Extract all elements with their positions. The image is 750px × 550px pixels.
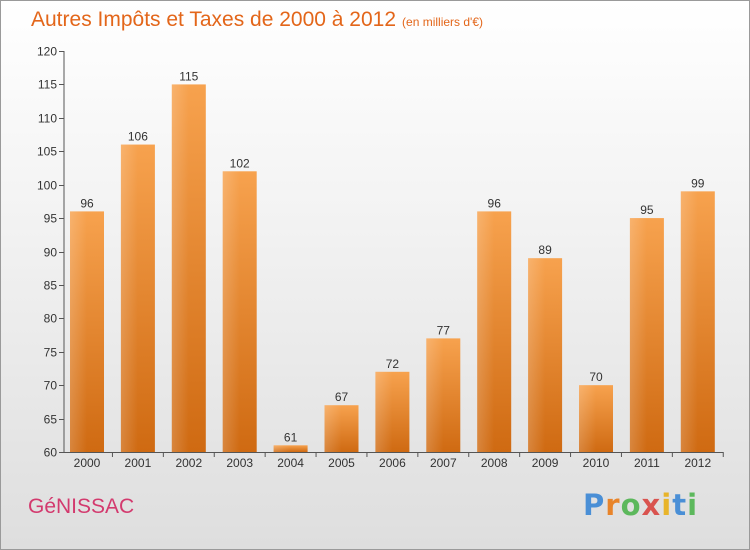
x-tick-label: 2002 bbox=[175, 456, 202, 470]
data-label: 115 bbox=[179, 69, 198, 83]
y-tick-label: 85 bbox=[44, 279, 58, 293]
x-tick-label: 2011 bbox=[634, 456, 660, 470]
x-tick-label: 2005 bbox=[328, 456, 355, 470]
commune-name: GéNISSAC bbox=[28, 495, 135, 518]
logo-letter: i bbox=[661, 488, 673, 522]
bar-highlight bbox=[171, 84, 189, 453]
chart-unit: (en milliers d'€) bbox=[402, 15, 484, 29]
data-label: 102 bbox=[230, 156, 250, 170]
x-tick-label: 2001 bbox=[125, 456, 152, 470]
logo-letter: i bbox=[687, 488, 699, 522]
bar-highlight bbox=[273, 445, 291, 452]
logo-letter: o bbox=[620, 488, 642, 522]
x-tick-label: 2008 bbox=[481, 456, 508, 470]
x-tick-label: 2003 bbox=[226, 456, 253, 470]
bar-highlight bbox=[426, 338, 444, 452]
data-label: 61 bbox=[284, 430, 298, 444]
y-tick-label: 60 bbox=[44, 446, 58, 460]
y-tick-label: 95 bbox=[44, 212, 58, 226]
data-label: 106 bbox=[128, 130, 148, 144]
bar-highlight bbox=[477, 211, 495, 452]
data-label: 99 bbox=[691, 176, 705, 190]
chart-title-text: Autres Impôts et Taxes de 2000 à 2012 bbox=[31, 8, 397, 31]
data-label: 67 bbox=[335, 390, 349, 404]
bar-highlight bbox=[222, 171, 240, 453]
chart-title: Autres Impôts et Taxes de 2000 à 2012 (en… bbox=[31, 8, 483, 32]
x-tick-label: 2006 bbox=[379, 456, 406, 470]
bar-highlight bbox=[70, 211, 87, 452]
bar-highlight bbox=[629, 218, 647, 452]
y-tick-label: 100 bbox=[37, 179, 57, 193]
x-tick-label: 2007 bbox=[430, 456, 457, 470]
bar-highlight bbox=[528, 258, 546, 452]
y-tick-label: 120 bbox=[37, 45, 57, 59]
bar-highlight bbox=[120, 144, 138, 453]
y-tick-label: 105 bbox=[37, 145, 57, 159]
bar-highlight bbox=[680, 191, 698, 452]
data-label: 70 bbox=[589, 370, 603, 384]
logo-letter: r bbox=[605, 488, 621, 522]
proxiti-logo[interactable]: Proxiti bbox=[583, 488, 698, 522]
y-tick-label: 90 bbox=[44, 246, 58, 260]
y-tick-label: 110 bbox=[38, 112, 57, 126]
x-tick-label: 2004 bbox=[277, 456, 304, 470]
data-label: 77 bbox=[437, 323, 451, 337]
y-tick-label: 75 bbox=[44, 346, 58, 360]
y-tick-label: 80 bbox=[44, 312, 58, 326]
x-tick-label: 2010 bbox=[583, 456, 610, 470]
y-tick-label: 70 bbox=[44, 379, 58, 393]
bar-highlight bbox=[579, 385, 596, 452]
data-label: 72 bbox=[386, 357, 400, 371]
x-tick-label: 2012 bbox=[684, 456, 711, 470]
data-label: 95 bbox=[640, 203, 654, 217]
logo-letter: x bbox=[641, 488, 662, 522]
data-label: 89 bbox=[538, 243, 552, 257]
bar-highlight bbox=[324, 405, 342, 452]
logo-letter: t bbox=[672, 488, 688, 522]
bar-highlight bbox=[375, 371, 393, 452]
data-label: 96 bbox=[80, 196, 94, 210]
y-tick-label: 115 bbox=[38, 78, 57, 92]
x-tick-label: 2000 bbox=[74, 456, 101, 470]
data-label: 96 bbox=[488, 196, 502, 210]
x-tick-label: 2009 bbox=[532, 456, 559, 470]
y-tick-label: 65 bbox=[44, 413, 58, 427]
logo-letter: P bbox=[583, 488, 606, 522]
